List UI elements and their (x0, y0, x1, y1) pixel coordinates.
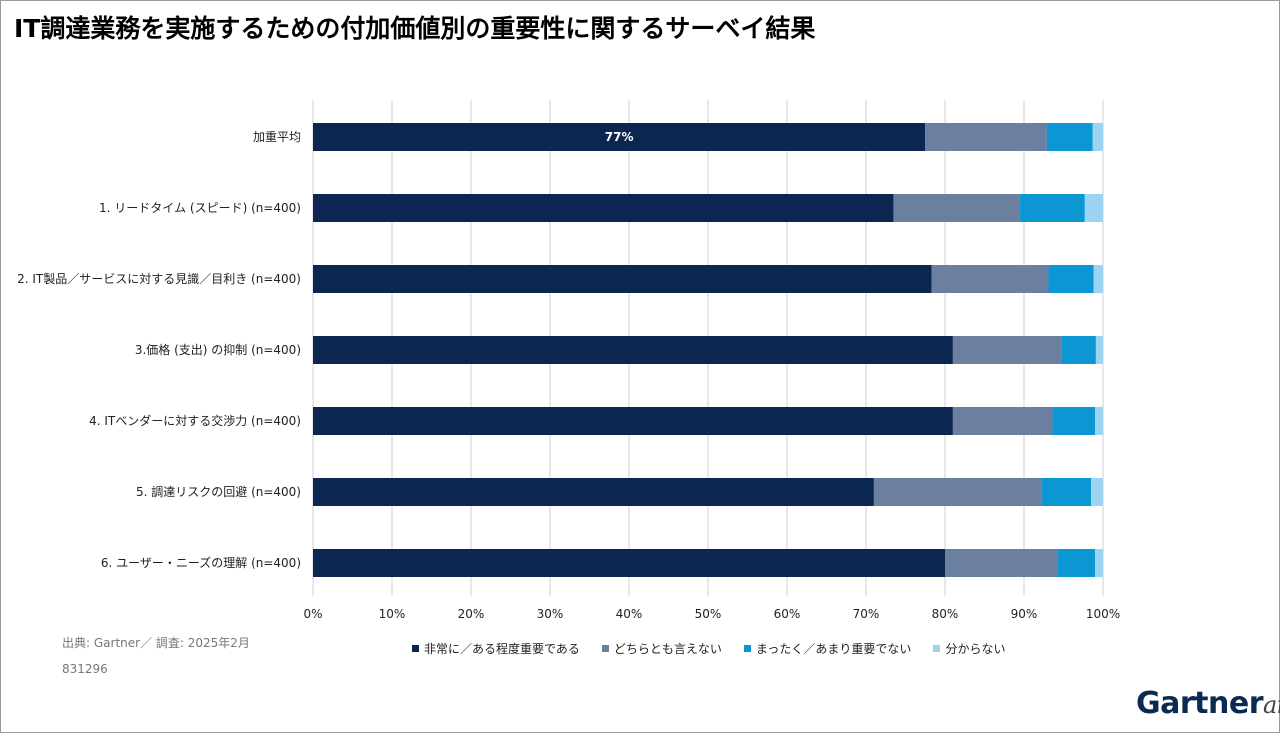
bar-segment (1095, 407, 1103, 435)
bar-segment (931, 265, 1049, 293)
bar-segment (1095, 549, 1103, 577)
legend-item-not-important: まったく／あまり重要でない (743, 640, 912, 657)
bar-segment (313, 478, 874, 506)
data-labels: 77% (605, 130, 634, 144)
category-label: 6. ユーザー・ニーズの理解 (n=400) (101, 555, 301, 570)
bar-segment (945, 549, 1058, 577)
legend-label: どちらとも言えない (613, 642, 722, 656)
source-note: 出典: Gartner／ 調査: 2025年2月 (62, 636, 250, 650)
legend-item-very-important: 非常に／ある程度重要である (412, 640, 580, 657)
bar-segment (1046, 123, 1093, 151)
data-label: 77% (605, 130, 634, 144)
logo-text: Gartner (1136, 686, 1264, 721)
x-tick-label: 100% (1086, 607, 1120, 621)
bar-segment (1057, 549, 1096, 577)
x-tick-label: 0% (303, 607, 322, 621)
bar-segment (952, 336, 1062, 364)
x-tick-label: 60% (774, 607, 801, 621)
x-tick-label: 20% (458, 607, 485, 621)
gartner-logo: Gartnerai (1136, 686, 1280, 721)
bar-segment (1020, 194, 1085, 222)
legend-item-unknown: 分からない (933, 640, 1005, 657)
category-label: 4. ITベンダーに対する交渉力 (n=400) (89, 413, 301, 428)
category-label: 加重平均 (253, 130, 301, 144)
legend-label: まったく／あまり重要でない (755, 642, 912, 656)
bar-segment (1041, 478, 1092, 506)
category-label: 1. リードタイム (スピード) (n=400) (99, 201, 301, 215)
bar-segment (313, 194, 894, 222)
bar-segment (873, 478, 1042, 506)
category-label: 5. 調達リスクの回避 (n=400) (136, 485, 301, 499)
bar-segment (313, 265, 932, 293)
bar-segment (313, 407, 953, 435)
legend-swatch (933, 645, 941, 652)
bar-segment (1084, 194, 1103, 222)
x-tick-label: 90% (1011, 607, 1038, 621)
x-tick-label: 30% (537, 607, 564, 621)
legend-swatch (601, 645, 609, 652)
document-id: 831296 (62, 662, 108, 676)
bar-segment (1091, 478, 1103, 506)
bar-segment (893, 194, 1021, 222)
bar-segment (1048, 265, 1094, 293)
category-label: 2. IT製品／サービスに対する見識／目利き (n=400) (17, 272, 301, 286)
bar-segment (313, 336, 953, 364)
bar-segment (1093, 265, 1103, 293)
legend: 非常に／ある程度重要である どちらとも言えない まったく／あまり重要でない 分か… (412, 640, 1027, 657)
x-tick-label: 70% (853, 607, 880, 621)
x-axis-ticks: 0% 10% 20% 30% 40% 50% 60% 70% 80% 90% 100% (303, 607, 1120, 621)
bar-segment (1052, 407, 1096, 435)
x-tick-label: 10% (379, 607, 406, 621)
bar-segment (313, 123, 926, 151)
bar-segment (1092, 123, 1103, 151)
x-tick-label: 80% (932, 607, 959, 621)
x-tick-label: 40% (616, 607, 643, 621)
category-labels: 加重平均 1. リードタイム (スピード) (n=400) 2. IT製品／サービス… (17, 130, 301, 570)
bar-segment (1095, 336, 1103, 364)
category-label: 3.価格 (支出) の抑制 (n=400) (135, 342, 301, 357)
legend-swatch (743, 645, 751, 652)
bar-segment (1061, 336, 1096, 364)
logo-suffix: ai (1263, 691, 1280, 719)
legend-label: 分からない (945, 642, 1006, 656)
legend-label: 非常に／ある程度重要である (424, 642, 580, 656)
page-title: IT調達業務を実施するための付加価値別の重要性に関するサーベイ結果 (14, 14, 816, 43)
legend-item-neither: どちらとも言えない (601, 640, 722, 657)
bars (313, 123, 1103, 577)
legend-swatch (412, 645, 419, 652)
bar-segment (313, 549, 945, 577)
x-tick-label: 50% (695, 607, 722, 621)
bar-segment (925, 123, 1047, 151)
bar-segment (952, 407, 1053, 435)
